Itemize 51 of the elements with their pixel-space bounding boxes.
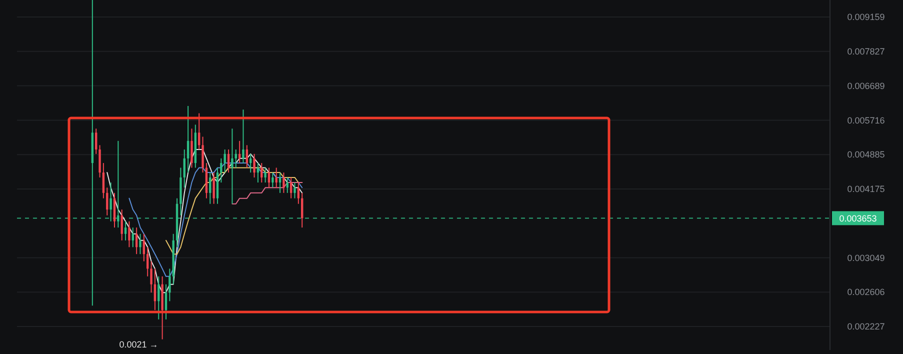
y-tick-label: 0.002227 <box>847 322 885 332</box>
y-tick-label: 0.009159 <box>847 12 885 22</box>
candlestick <box>260 162 263 183</box>
candlestick <box>128 220 130 248</box>
candlestick <box>220 158 222 183</box>
candlestick <box>209 172 212 204</box>
candlestick <box>186 105 190 174</box>
y-tick-label: 0.003049 <box>847 252 885 263</box>
y-tick-label: 0.005716 <box>847 115 885 126</box>
candlestick <box>253 153 256 178</box>
candlestick <box>102 162 105 199</box>
candlestick <box>272 172 274 188</box>
candlestick <box>238 140 241 164</box>
candlestick <box>150 260 152 294</box>
candlestick <box>124 220 127 241</box>
candlestick <box>113 192 116 228</box>
candlestick <box>146 246 149 277</box>
candlestick <box>94 128 98 154</box>
annotation: 0.0021 → <box>119 339 158 350</box>
candlestick <box>246 144 248 168</box>
candlestick <box>120 209 123 241</box>
y-tick-label: 0.004885 <box>847 150 885 160</box>
candlestick <box>132 227 134 248</box>
candlestick <box>234 148 237 168</box>
candlestick <box>268 167 270 188</box>
candlestick <box>183 148 186 188</box>
candlestick <box>264 167 266 183</box>
candlestick <box>278 172 282 194</box>
candlestick <box>202 136 204 174</box>
candlestick <box>224 148 226 174</box>
y-tick-label: 0.007827 <box>847 46 885 57</box>
candlestick <box>275 167 278 188</box>
y-tick-label: 0.002606 <box>847 287 885 298</box>
y-tick-label: 0.006689 <box>847 80 885 91</box>
candlestick <box>168 268 171 302</box>
candlestick <box>212 172 215 204</box>
candlestick <box>231 128 234 204</box>
candlestick <box>198 112 200 150</box>
candlestick <box>242 109 244 164</box>
candlestick <box>294 182 296 199</box>
ref-line-label: 0.003653 <box>839 213 877 224</box>
candlestick <box>164 284 168 320</box>
candlestick <box>282 172 285 194</box>
candlestick <box>106 187 108 216</box>
candlestick <box>290 176 292 199</box>
y-tick-label: 0.004175 <box>847 184 885 194</box>
candlestick <box>98 144 101 178</box>
candlestick <box>190 128 193 168</box>
candlestick <box>139 233 142 255</box>
candlestick <box>297 182 300 204</box>
candlestick <box>256 162 260 183</box>
